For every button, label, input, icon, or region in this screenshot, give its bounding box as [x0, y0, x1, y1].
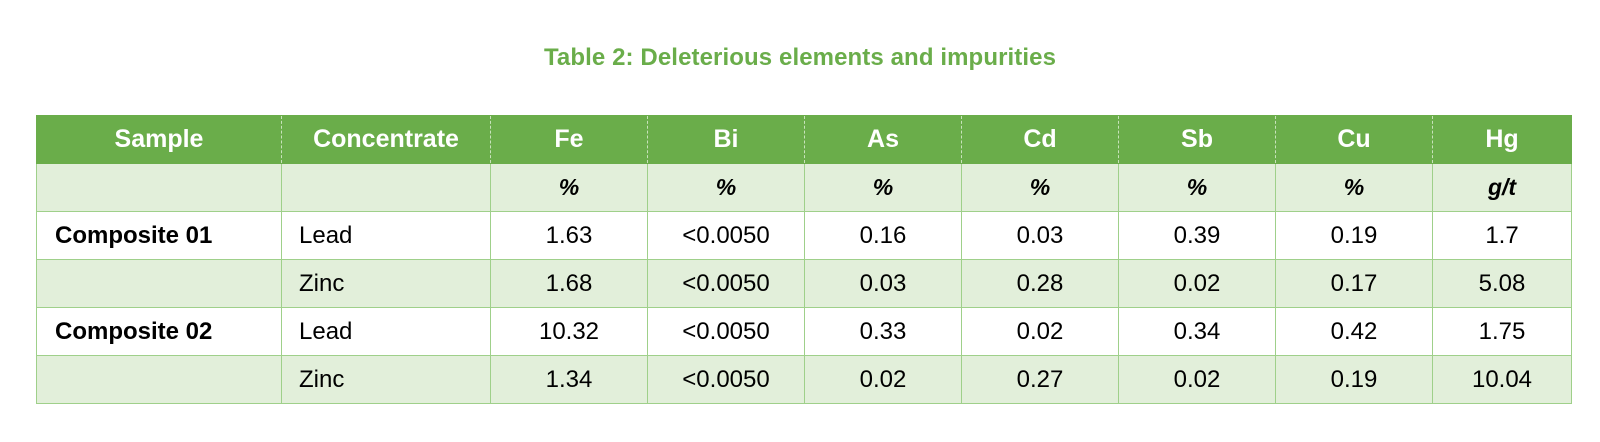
header-cu: Cu — [1275, 115, 1433, 164]
table-row: Composite 01 Lead 1.63 <0.0050 0.16 0.03… — [36, 211, 1572, 260]
cu-cell: 0.42 — [1275, 307, 1433, 356]
cd-cell: 0.27 — [961, 355, 1119, 404]
unit-concentrate — [281, 163, 491, 212]
table-row: Zinc 1.34 <0.0050 0.02 0.27 0.02 0.19 10… — [36, 355, 1572, 404]
as-cell: 0.16 — [804, 211, 962, 260]
header-fe: Fe — [490, 115, 648, 164]
as-cell: 0.02 — [804, 355, 962, 404]
fe-cell: 1.63 — [490, 211, 648, 260]
unit-sb: % — [1118, 163, 1276, 212]
impurities-table: Sample Concentrate Fe Bi As Cd Sb Cu Hg … — [36, 115, 1572, 404]
bi-cell: <0.0050 — [647, 259, 805, 308]
sample-cell — [36, 259, 282, 308]
sb-cell: 0.02 — [1118, 355, 1276, 404]
table-row: Composite 02 Lead 10.32 <0.0050 0.33 0.0… — [36, 307, 1572, 356]
unit-cd: % — [961, 163, 1119, 212]
header-hg: Hg — [1432, 115, 1572, 164]
unit-bi: % — [647, 163, 805, 212]
table-row: Zinc 1.68 <0.0050 0.03 0.28 0.02 0.17 5.… — [36, 259, 1572, 308]
hg-cell: 1.7 — [1432, 211, 1572, 260]
hg-cell: 5.08 — [1432, 259, 1572, 308]
table-caption: Table 2: Deleterious elements and impuri… — [543, 44, 1057, 71]
fe-cell: 1.68 — [490, 259, 648, 308]
concentrate-cell: Lead — [281, 211, 491, 260]
cd-cell: 0.02 — [961, 307, 1119, 356]
cu-cell: 0.19 — [1275, 355, 1433, 404]
sample-cell: Composite 02 — [36, 307, 282, 356]
hg-cell: 1.75 — [1432, 307, 1572, 356]
header-sample: Sample — [36, 115, 282, 164]
unit-as: % — [804, 163, 962, 212]
units-row: % % % % % % g/t — [36, 163, 1572, 212]
header-as: As — [804, 115, 962, 164]
cu-cell: 0.17 — [1275, 259, 1433, 308]
sb-cell: 0.34 — [1118, 307, 1276, 356]
header-row: Sample Concentrate Fe Bi As Cd Sb Cu Hg — [36, 115, 1572, 164]
as-cell: 0.03 — [804, 259, 962, 308]
concentrate-cell: Zinc — [281, 355, 491, 404]
unit-fe: % — [490, 163, 648, 212]
cd-cell: 0.28 — [961, 259, 1119, 308]
concentrate-cell: Lead — [281, 307, 491, 356]
sample-cell — [36, 355, 282, 404]
unit-cu: % — [1275, 163, 1433, 212]
hg-cell: 10.04 — [1432, 355, 1572, 404]
bi-cell: <0.0050 — [647, 355, 805, 404]
bi-cell: <0.0050 — [647, 211, 805, 260]
header-cd: Cd — [961, 115, 1119, 164]
sb-cell: 0.02 — [1118, 259, 1276, 308]
sb-cell: 0.39 — [1118, 211, 1276, 260]
header-sb: Sb — [1118, 115, 1276, 164]
cu-cell: 0.19 — [1275, 211, 1433, 260]
sample-cell: Composite 01 — [36, 211, 282, 260]
bi-cell: <0.0050 — [647, 307, 805, 356]
unit-hg: g/t — [1432, 163, 1572, 212]
unit-sample — [36, 163, 282, 212]
header-bi: Bi — [647, 115, 805, 164]
cd-cell: 0.03 — [961, 211, 1119, 260]
fe-cell: 1.34 — [490, 355, 648, 404]
as-cell: 0.33 — [804, 307, 962, 356]
fe-cell: 10.32 — [490, 307, 648, 356]
concentrate-cell: Zinc — [281, 259, 491, 308]
header-concentrate: Concentrate — [281, 115, 491, 164]
